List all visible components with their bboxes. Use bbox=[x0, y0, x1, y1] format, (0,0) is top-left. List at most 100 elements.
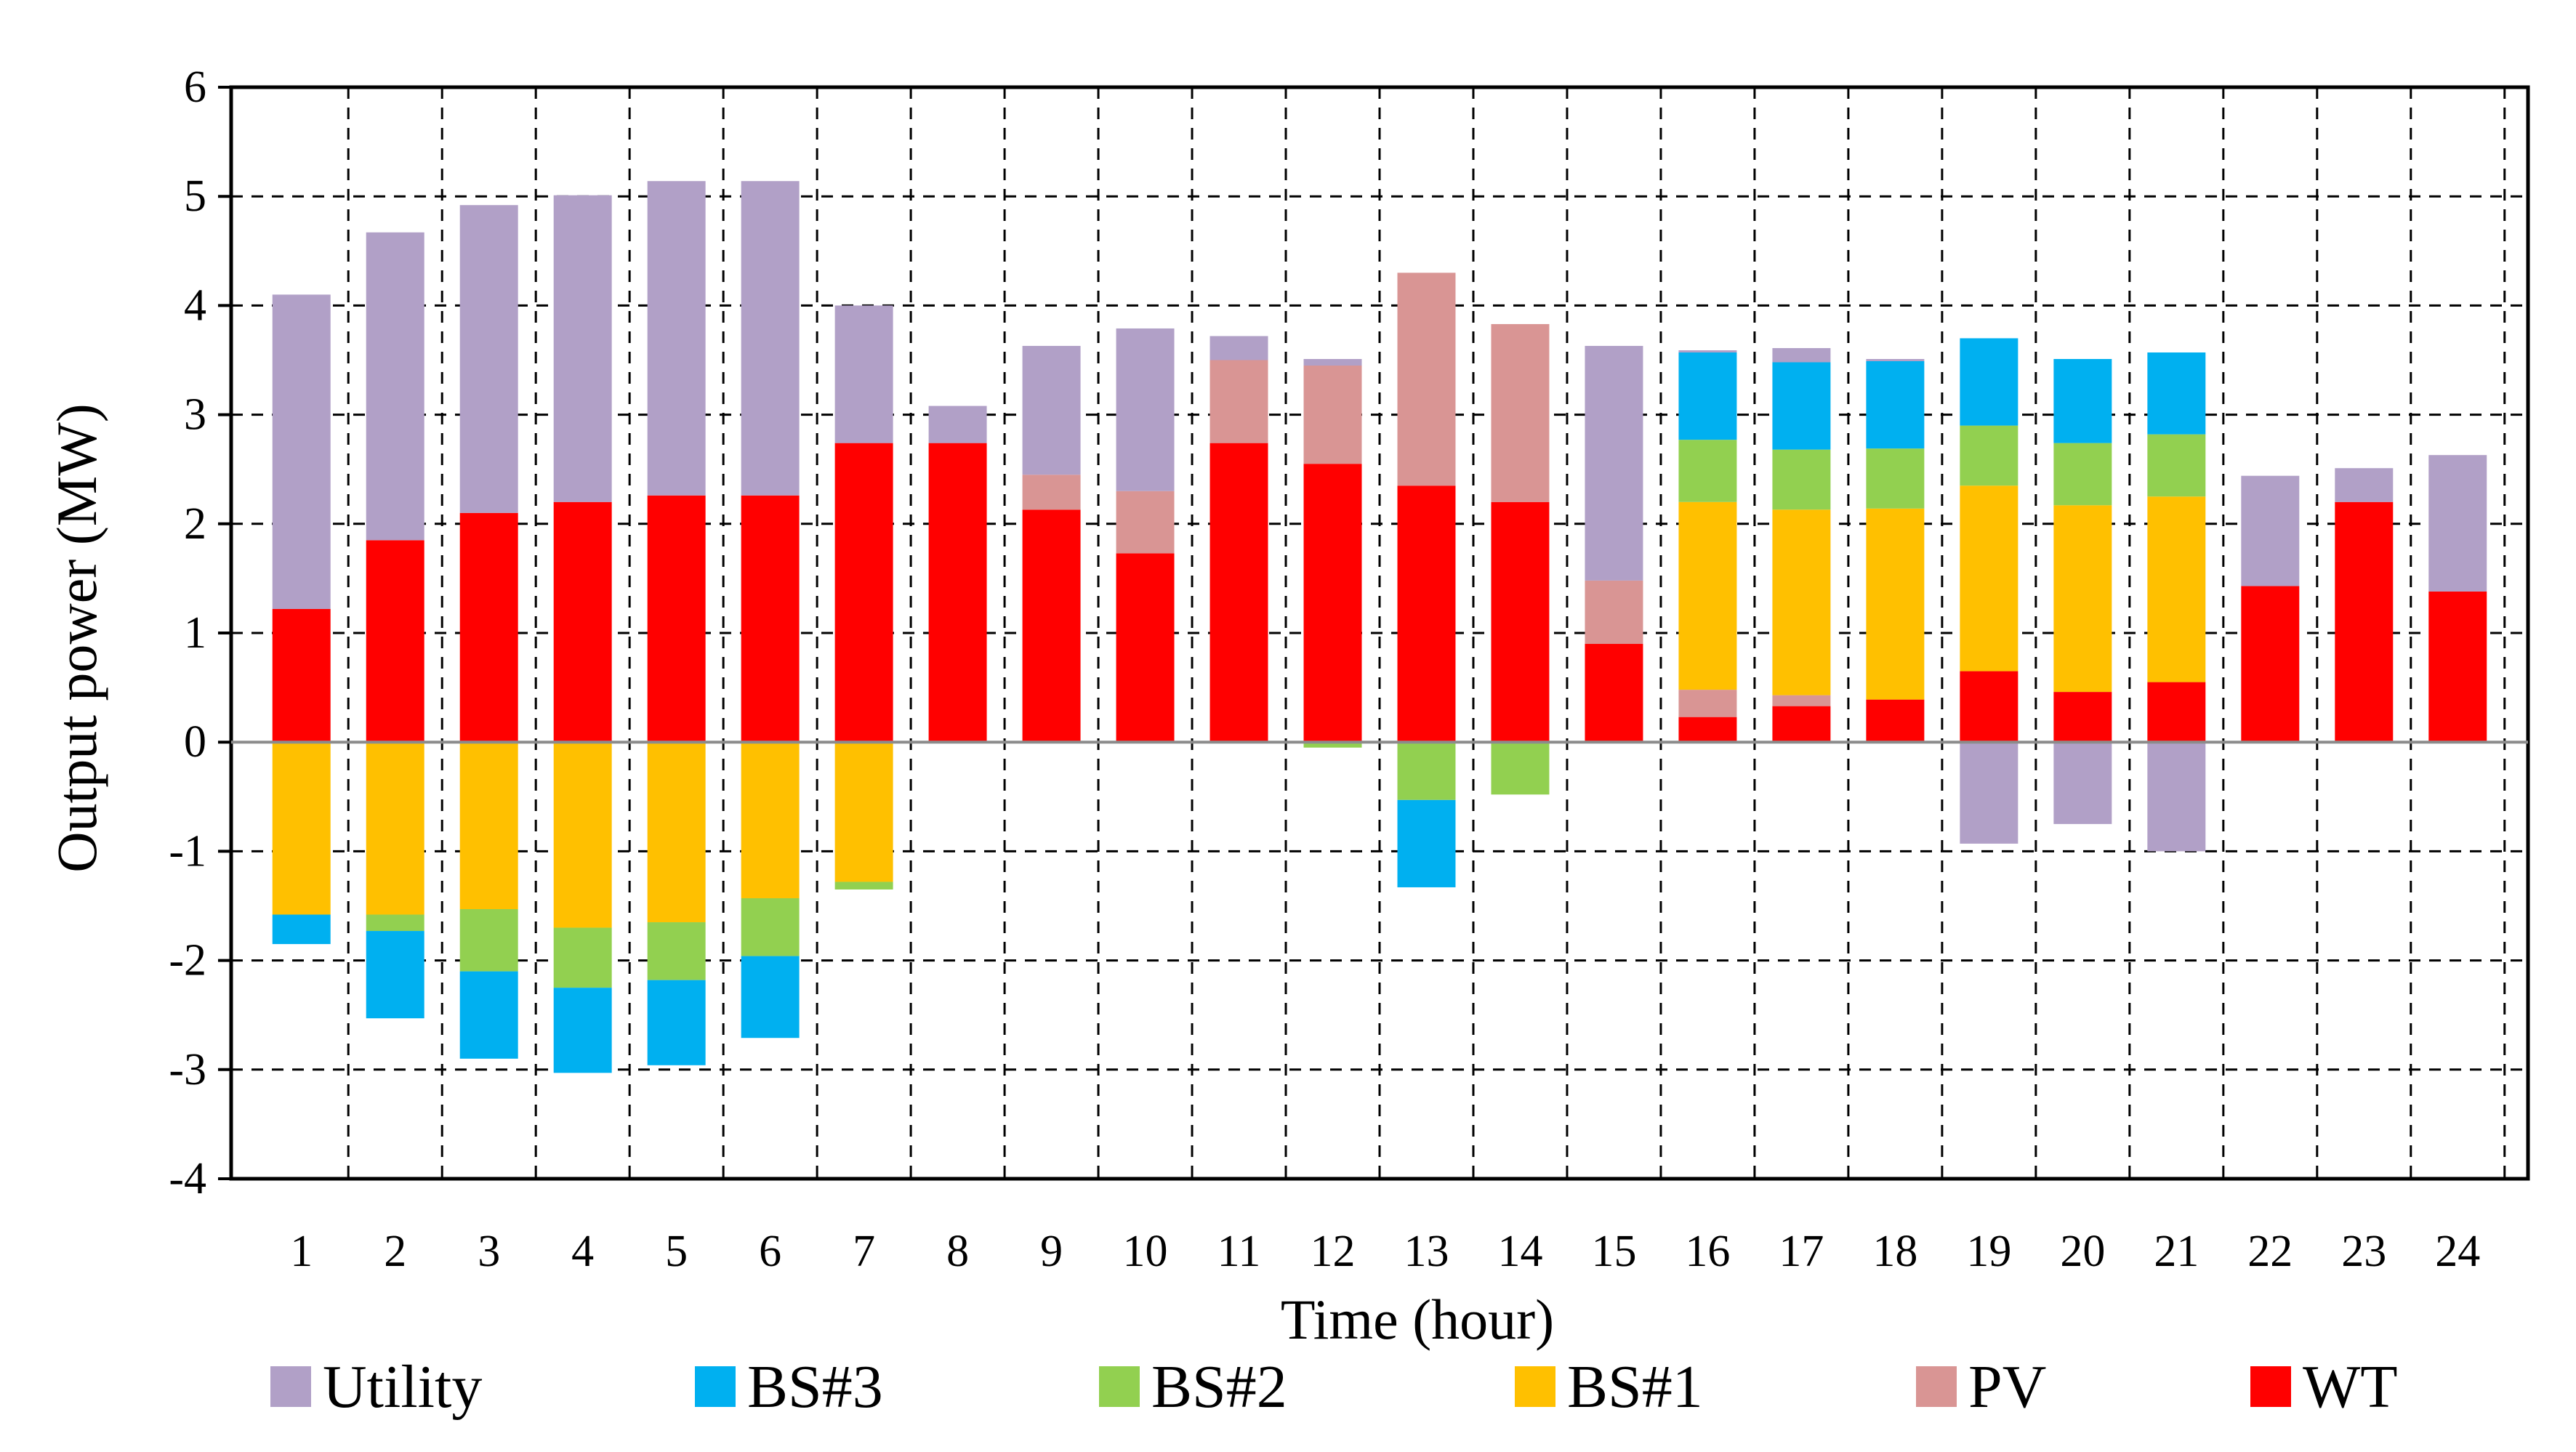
legend-label: BS#3 bbox=[747, 1353, 883, 1421]
bar-PV-hour-14 bbox=[1491, 323, 1550, 502]
x-tick-label: 16 bbox=[1685, 1227, 1730, 1276]
bar-WT-hour-20 bbox=[2053, 692, 2112, 743]
bar-PV-hour-9 bbox=[1022, 475, 1081, 510]
legend-label: BS#1 bbox=[1567, 1353, 1703, 1421]
bar-Utility-hour-23 bbox=[2335, 468, 2394, 502]
bar-WT-hour-23 bbox=[2335, 501, 2394, 743]
legend-swatch bbox=[2250, 1366, 2291, 1407]
bar-WT-hour-16 bbox=[1678, 717, 1737, 743]
bar-BS2-hour-7 bbox=[834, 882, 893, 890]
bar-marks bbox=[272, 181, 2487, 1073]
bar-BS1-hour-21 bbox=[2147, 496, 2206, 682]
legend-item-BS2: BS#2 bbox=[1099, 1353, 1287, 1421]
legend-item-BS1: BS#1 bbox=[1515, 1353, 1703, 1421]
x-tick-label: 22 bbox=[2247, 1227, 2293, 1276]
bar-WT-hour-4 bbox=[553, 501, 612, 743]
x-tick-label: 21 bbox=[2154, 1227, 2199, 1276]
bar-BS2-hour-5 bbox=[647, 922, 706, 980]
bar-BS1-hour-3 bbox=[459, 742, 518, 910]
bar-BS1-hour-20 bbox=[2053, 505, 2112, 693]
x-tick-labels: 1 2 3 4 5 6 7 8 9 10 11 12 13 14 15 16 17 18 19 20 21 22 23 24 bbox=[290, 1227, 2480, 1276]
bar-BS3-hour-3 bbox=[459, 971, 518, 1059]
legend-swatch bbox=[1515, 1366, 1555, 1407]
bar-PV-hour-13 bbox=[1397, 273, 1456, 486]
legend-item-BS3: BS#3 bbox=[695, 1353, 883, 1421]
bar-WT-hour-12 bbox=[1303, 464, 1362, 743]
x-tick-label: 5 bbox=[665, 1227, 688, 1276]
bar-BS3-hour-21 bbox=[2147, 352, 2206, 435]
bar-WT-hour-22 bbox=[2241, 586, 2300, 743]
legend-label: Utility bbox=[323, 1353, 482, 1421]
bar-WT-hour-5 bbox=[647, 495, 706, 743]
bar-BS1-hour-6 bbox=[741, 742, 800, 898]
bar-BS2-hour-6 bbox=[741, 898, 800, 956]
legend-item-PV: PV bbox=[1916, 1353, 2046, 1421]
bar-Utility-hour-9 bbox=[1022, 345, 1081, 475]
y-tick-label: 0 bbox=[184, 717, 206, 767]
y-tick-label: -3 bbox=[169, 1045, 206, 1094]
legend-label: PV bbox=[1968, 1353, 2046, 1421]
bar-WT-hour-13 bbox=[1397, 485, 1456, 743]
bar-BS2-hour-4 bbox=[553, 927, 612, 988]
bar-Utility-hour-11 bbox=[1209, 336, 1268, 360]
legend-item-Utility: Utility bbox=[270, 1353, 482, 1421]
bar-WT-hour-9 bbox=[1022, 509, 1081, 743]
bar-PV-hour-12 bbox=[1303, 366, 1362, 464]
x-tick-label: 4 bbox=[571, 1227, 594, 1276]
legend-swatch bbox=[1916, 1366, 1957, 1407]
bar-Utility-hour-10 bbox=[1116, 328, 1175, 491]
x-tick-label: 13 bbox=[1404, 1227, 1449, 1276]
bar-BS3-hour-20 bbox=[2053, 358, 2112, 443]
bar-BS3-hour-16 bbox=[1678, 352, 1737, 440]
y-tick-label: 6 bbox=[184, 62, 206, 112]
bar-Utility-hour-1 bbox=[272, 294, 331, 609]
bar-WT-hour-1 bbox=[272, 608, 331, 743]
y-tick-label: -4 bbox=[169, 1154, 206, 1203]
bar-BS1-hour-1 bbox=[272, 742, 331, 915]
y-tick-label: 4 bbox=[184, 281, 206, 330]
bar-BS3-hour-2 bbox=[366, 931, 424, 1019]
bar-BS1-hour-5 bbox=[647, 742, 706, 923]
bar-Utility-hour-2 bbox=[366, 232, 424, 541]
x-tick-label: 18 bbox=[1872, 1227, 1917, 1276]
x-tick-label: 7 bbox=[853, 1227, 875, 1276]
bar-BS3-hour-17 bbox=[1772, 362, 1831, 450]
bar-WT-hour-14 bbox=[1491, 501, 1550, 743]
x-axis-title: Time (hour) bbox=[1281, 1288, 1554, 1351]
bar-BS1-hour-7 bbox=[834, 742, 893, 882]
legend-label: BS#2 bbox=[1151, 1353, 1287, 1421]
bar-BS2-hour-18 bbox=[1866, 448, 1925, 509]
x-tick-label: 24 bbox=[2435, 1227, 2480, 1276]
x-tick-label: 10 bbox=[1123, 1227, 1168, 1276]
bar-Utility-hour-15 bbox=[1585, 345, 1643, 581]
bar-BS1-hour-17 bbox=[1772, 509, 1831, 695]
bar-BS2-hour-21 bbox=[2147, 434, 2206, 497]
bar-Utility-hour-22 bbox=[2241, 475, 2300, 586]
x-tick-label: 14 bbox=[1497, 1227, 1542, 1276]
bar-WT-hour-2 bbox=[366, 540, 424, 743]
bar-PV-hour-17 bbox=[1772, 695, 1831, 706]
bar-PV-hour-11 bbox=[1209, 360, 1268, 443]
bar-Utility-hour-18 bbox=[1866, 358, 1925, 362]
bar-BS2-hour-3 bbox=[459, 909, 518, 972]
bar-Utility-hour-24 bbox=[2428, 455, 2487, 592]
bar-BS2-hour-16 bbox=[1678, 440, 1737, 502]
bar-Utility-hour-17 bbox=[1772, 347, 1831, 363]
legend: Utility BS#3 BS#2 BS#1 PV WT bbox=[270, 1353, 2398, 1421]
bar-WT-hour-8 bbox=[928, 443, 987, 743]
legend-label: WT bbox=[2303, 1353, 2398, 1421]
bar-BS3-hour-1 bbox=[272, 914, 331, 945]
x-tick-label: 1 bbox=[290, 1227, 313, 1276]
bar-Utility-hour-6 bbox=[741, 181, 800, 496]
legend-item-WT: WT bbox=[2250, 1353, 2398, 1421]
x-tick-label: 2 bbox=[384, 1227, 406, 1276]
bar-Utility-hour-19 bbox=[1960, 742, 2018, 844]
y-tick-label: 1 bbox=[184, 608, 206, 658]
bar-BS2-hour-2 bbox=[366, 914, 424, 932]
x-tick-label: 17 bbox=[1779, 1227, 1824, 1276]
bar-Utility-hour-16 bbox=[1678, 350, 1737, 352]
bar-BS2-hour-14 bbox=[1491, 742, 1550, 795]
bar-BS1-hour-4 bbox=[553, 742, 612, 928]
bar-WT-hour-7 bbox=[834, 443, 893, 743]
